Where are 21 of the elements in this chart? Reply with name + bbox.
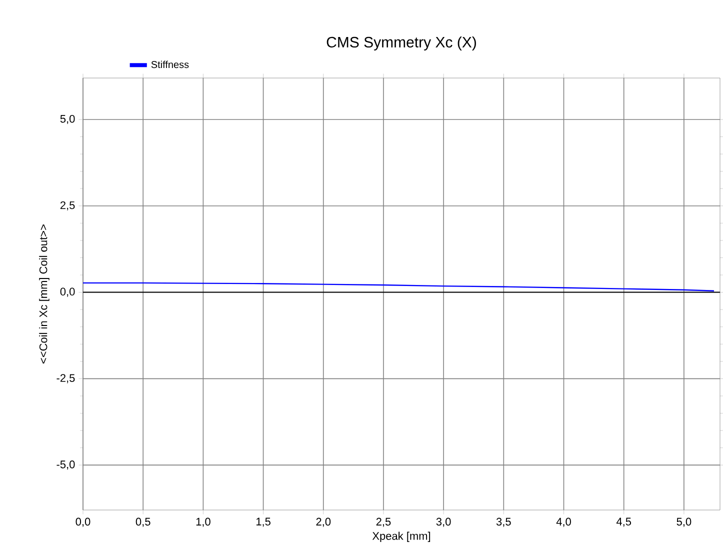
y-tick-label: 2,5 [60, 201, 75, 210]
y-axis-title: <<Coil in Xc [mm] Coil out>> [39, 224, 50, 364]
legend-label: Stiffness [151, 60, 189, 68]
x-tick-label: 5,0 [676, 518, 692, 527]
x-tick-label: 4,0 [556, 518, 571, 527]
chart-title: CMS Symmetry Xc (X) [326, 36, 476, 50]
x-tick-label: 3,5 [496, 518, 511, 527]
x-tick-label: 4,5 [616, 518, 632, 527]
x-tick-label: 2,0 [316, 518, 331, 527]
x-tick-label: 0,5 [136, 518, 150, 527]
y-tick-label: 0,0 [60, 288, 75, 297]
y-tick-label: -2,5 [56, 374, 75, 384]
x-tick-label: 2,5 [376, 518, 391, 527]
line-series [83, 282, 715, 292]
y-tick-label: -5,0 [56, 460, 75, 470]
x-tick-label: 1,0 [196, 518, 210, 527]
x-tick-label: 1,5 [256, 518, 270, 527]
x-axis-title: Xpeak [mm] [372, 532, 430, 542]
x-tick-label: 3,0 [436, 518, 451, 527]
x-tick-label: 0,0 [76, 518, 90, 527]
y-tick-label: 5,0 [60, 114, 75, 124]
